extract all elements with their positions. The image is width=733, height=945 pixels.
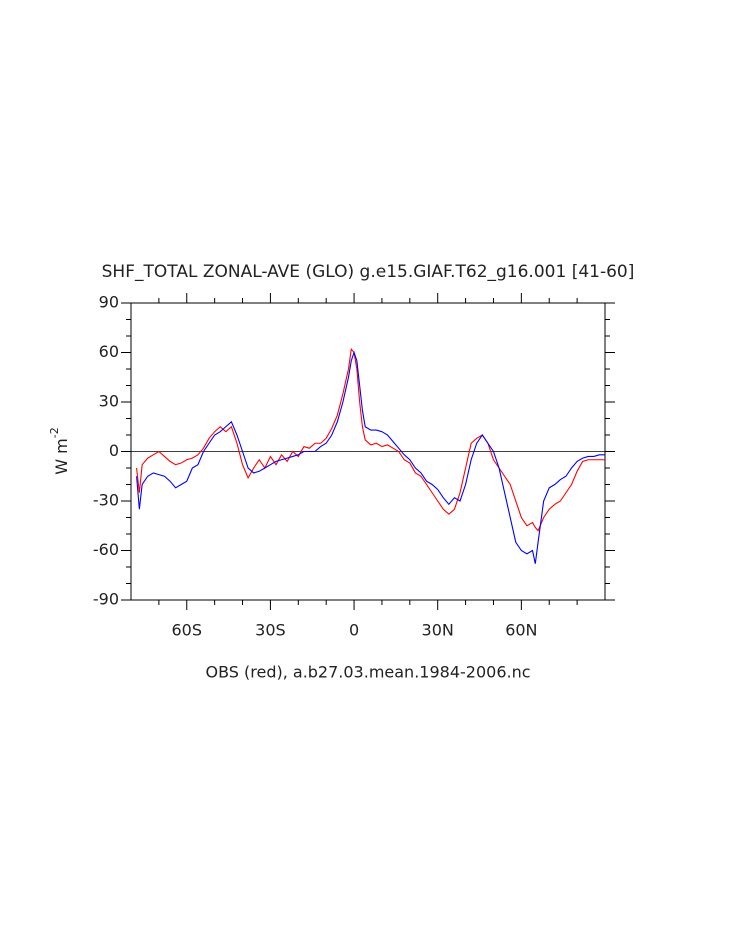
y-tick-label: -30 [93,491,119,510]
y-axis-label: W m-2 [48,427,71,474]
x-tick-label: 30N [422,621,454,640]
y-label-base: W m [52,438,71,475]
chart-title: SHF_TOTAL ZONAL-AVE (GLO) g.e15.GIAF.T62… [102,262,635,282]
y-tick-label: 30 [99,392,119,411]
y-tick-label: 90 [99,293,119,312]
x-tick-label: 60S [172,621,203,640]
y-tick-label: -60 [93,540,119,559]
y-label-exponent: -2 [48,427,61,438]
x-tick-label: 30S [255,621,286,640]
series-line [136,350,605,564]
x-tick-label: 60N [505,621,537,640]
y-tick-label: 60 [99,342,119,361]
chart-subtitle: OBS (red), a.b27.03.mean.1984-2006.nc [205,663,530,682]
series-line [136,347,605,532]
x-tick-label: 0 [349,621,359,640]
y-tick-label: -90 [93,590,119,609]
y-tick-label: 0 [109,441,119,460]
